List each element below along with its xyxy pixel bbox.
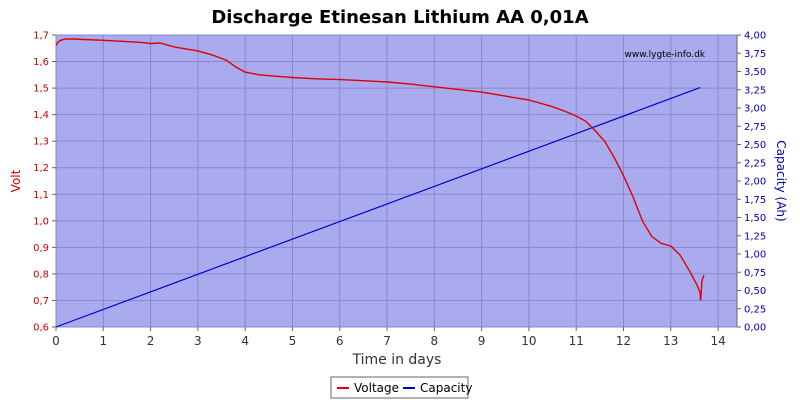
x-tick-label: 6 bbox=[336, 334, 344, 348]
y-right-tick-label: 3,25 bbox=[744, 85, 766, 96]
x-tick-label: 1 bbox=[99, 334, 107, 348]
x-tick-label: 11 bbox=[569, 334, 584, 348]
chart-title: Discharge Etinesan Lithium AA 0,01A bbox=[211, 7, 588, 28]
axis-ticks: 0 1 2 3 4 5 6 7 8 9 10 11 12 13 140,60,70,80,91,01,11,… bbox=[33, 31, 766, 349]
y-left-tick-label: 1,4 bbox=[33, 110, 49, 121]
y-left-tick-label: 1,2 bbox=[33, 163, 49, 174]
y-axis-left-label: Volt bbox=[9, 169, 23, 192]
legend-box bbox=[330, 376, 469, 399]
y-right-tick-label: 3,00 bbox=[744, 104, 766, 115]
y-right-tick-label: 1,50 bbox=[744, 213, 766, 224]
x-tick-label: 14 bbox=[710, 334, 725, 348]
x-tick-label: 3 bbox=[194, 334, 202, 348]
y-axis-right-label: Capacity (Ah) bbox=[774, 140, 788, 221]
y-right-tick-label: 2,25 bbox=[744, 158, 766, 169]
y-right-tick-label: 4,00 bbox=[744, 31, 766, 42]
x-tick-label: 5 bbox=[289, 334, 297, 348]
y-left-tick-label: 1,1 bbox=[33, 190, 49, 201]
y-left-tick-label: 1,7 bbox=[33, 31, 49, 42]
watermark: www.lygte-info.dk bbox=[625, 50, 706, 60]
y-right-tick-label: 2,50 bbox=[744, 140, 766, 151]
y-left-tick-label: 1,5 bbox=[33, 84, 49, 95]
x-tick-label: 9 bbox=[478, 334, 486, 348]
y-left-tick-label: 0,8 bbox=[33, 269, 49, 280]
grid-lines bbox=[55, 34, 737, 328]
legend: Voltage Capacity bbox=[330, 376, 472, 399]
y-right-tick-label: 1,25 bbox=[744, 231, 766, 242]
voltage-series-line bbox=[55, 38, 705, 301]
y-left-tick-label: 0,7 bbox=[33, 296, 49, 307]
x-tick-label: 2 bbox=[147, 334, 155, 348]
x-tick-label: 0 bbox=[52, 334, 60, 348]
y-right-tick-label: 0,00 bbox=[744, 323, 766, 334]
x-tick-label: 4 bbox=[241, 334, 249, 348]
y-right-tick-label: 0,50 bbox=[744, 286, 766, 297]
y-right-tick-label: 2,00 bbox=[744, 177, 766, 188]
plot-area bbox=[55, 34, 738, 328]
legend-capacity-label: Capacity bbox=[420, 381, 472, 395]
y-right-tick-label: 0,25 bbox=[744, 304, 766, 315]
y-right-tick-label: 2,75 bbox=[744, 122, 766, 133]
y-right-tick-label: 1,75 bbox=[744, 195, 766, 206]
y-left-tick-label: 0,6 bbox=[33, 323, 49, 334]
x-tick-label: 8 bbox=[431, 334, 439, 348]
y-right-tick-label: 3,75 bbox=[744, 49, 766, 60]
x-tick-label: 10 bbox=[521, 334, 536, 348]
x-axis-label: Time in days bbox=[352, 352, 442, 368]
legend-voltage-label: Voltage bbox=[354, 381, 399, 395]
y-left-tick-label: 1,0 bbox=[33, 216, 49, 227]
y-right-tick-label: 0,75 bbox=[744, 268, 766, 279]
y-left-tick-label: 1,3 bbox=[33, 137, 49, 148]
y-right-tick-label: 1,00 bbox=[744, 250, 766, 261]
y-right-tick-label: 3,50 bbox=[744, 67, 766, 78]
x-tick-label: 7 bbox=[383, 334, 391, 348]
x-tick-label: 12 bbox=[616, 334, 631, 348]
y-left-tick-label: 0,9 bbox=[33, 243, 49, 254]
y-left-tick-label: 1,6 bbox=[33, 57, 49, 68]
x-tick-label: 13 bbox=[663, 334, 678, 348]
